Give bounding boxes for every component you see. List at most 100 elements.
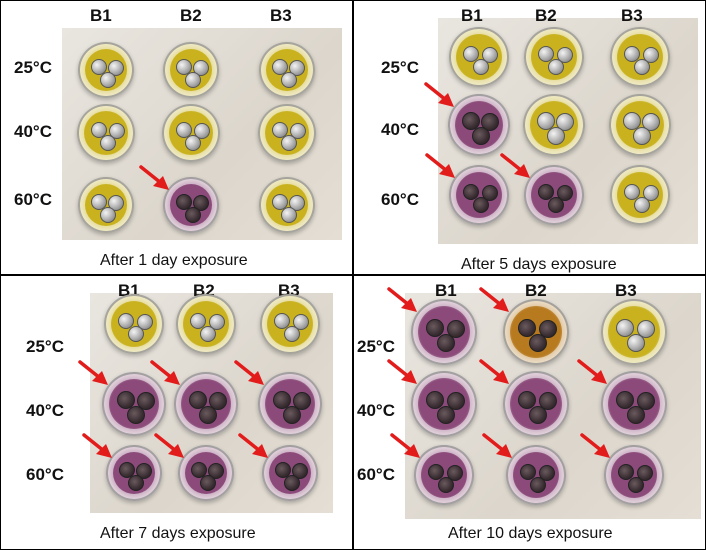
panel-caption: After 1 day exposure [100, 252, 248, 269]
metal-coin [292, 462, 309, 479]
metal-coin [529, 406, 547, 425]
metal-coin [446, 392, 465, 411]
metal-coin [190, 312, 207, 329]
metal-coin [538, 183, 555, 200]
metal-coin [520, 463, 537, 480]
metal-coin [537, 112, 556, 131]
petri-dish-purple [448, 94, 510, 156]
petri-dish-purple [106, 445, 162, 501]
petri-dish-purple [449, 165, 509, 225]
metal-coin [530, 477, 546, 494]
metal-coin [616, 319, 635, 338]
metal-coin [283, 405, 301, 424]
row-label-2: 40°C [381, 120, 419, 139]
metal-coin [482, 46, 498, 63]
metal-coin [472, 126, 490, 145]
metal-coin [538, 392, 557, 411]
metal-coin [473, 197, 489, 214]
red-arrow-icon [500, 153, 530, 178]
metal-coin [127, 405, 145, 424]
petri-dish-purple [411, 299, 477, 365]
red-arrow-icon [82, 433, 112, 458]
metal-coin [624, 183, 641, 200]
row-label-2: 40°C [14, 122, 52, 141]
petri-dish-purple [506, 445, 566, 505]
petri-dish-yellow [77, 104, 135, 162]
metal-coin [281, 135, 297, 152]
metal-coin [208, 392, 227, 411]
metal-coin [100, 135, 116, 152]
metal-coin [208, 462, 225, 479]
metal-coin [281, 206, 297, 223]
metal-coin [108, 59, 125, 76]
metal-coin [281, 71, 297, 88]
red-arrow-icon [387, 287, 417, 312]
metal-coin [128, 474, 144, 491]
petri-dish-purple [503, 371, 569, 437]
petri-dish-yellow [609, 94, 671, 156]
metal-coin [272, 193, 289, 210]
panel-1: B1 B2 B3 25°C 40°C 60°C After 1 day exposure [0, 0, 353, 275]
row-label-1: 25°C [381, 58, 419, 77]
petri-dish-yellow [449, 27, 509, 87]
petri-dish-yellow [524, 27, 584, 87]
petri-dish-yellow [162, 104, 220, 162]
red-arrow-icon [482, 433, 512, 458]
metal-coin [624, 45, 641, 62]
metal-coin [636, 320, 655, 339]
metal-coin [185, 71, 201, 88]
petri-dish-yellow [78, 177, 134, 233]
petri-dish-yellow [523, 94, 585, 156]
row-label-2: 40°C [26, 401, 64, 420]
metal-coin [193, 59, 210, 76]
metal-coin [289, 122, 306, 139]
petri-dish-yellow [104, 294, 164, 354]
metal-coin [627, 406, 645, 425]
petri-dish-yellow [78, 42, 134, 98]
row-label-3: 60°C [357, 465, 395, 484]
metal-coin [199, 405, 217, 424]
metal-coin [209, 313, 225, 330]
metal-coin [119, 461, 136, 478]
metal-coin [463, 45, 480, 62]
red-arrow-icon [154, 433, 184, 458]
metal-coin [547, 126, 565, 145]
metal-coin [539, 464, 555, 481]
metal-coin [437, 334, 455, 353]
metal-coin [557, 184, 573, 201]
metal-coin [426, 319, 445, 338]
petri-dish-purple [174, 372, 238, 436]
row-label-1: 25°C [14, 58, 52, 77]
panel-2: B1 B2 B3 25°C 40°C 60°C After 5 days exposure [353, 0, 706, 275]
petri-dish-purple [163, 177, 219, 233]
metal-coin [556, 113, 575, 132]
red-arrow-icon [479, 359, 509, 384]
metal-coin [426, 391, 445, 410]
petri-dish-purple [524, 165, 584, 225]
petri-dish-orange [503, 299, 569, 365]
column-label-b2: B2 [535, 6, 557, 25]
metal-coin [548, 197, 564, 214]
red-arrow-icon [424, 82, 454, 107]
column-label-b2: B2 [525, 281, 547, 300]
metal-coin [91, 193, 108, 210]
petri-dish-yellow [176, 294, 236, 354]
metal-coin [293, 313, 309, 330]
row-label-3: 60°C [14, 190, 52, 209]
metal-coin [191, 461, 208, 478]
row-label-1: 25°C [357, 337, 395, 356]
petri-dish-yellow [259, 42, 315, 98]
panel-3: B1 B2 B3 25°C 40°C 60°C After 7 days exposure [0, 275, 353, 550]
metal-coin [91, 58, 108, 75]
metal-coin [447, 464, 463, 481]
petri-dish-purple [258, 372, 322, 436]
petri-dish-purple [178, 445, 234, 501]
red-arrow-icon [234, 360, 264, 385]
metal-coin [463, 183, 480, 200]
metal-coin [100, 71, 116, 88]
petri-dish-purple [102, 372, 166, 436]
metal-coin [518, 391, 537, 410]
red-arrow-icon [139, 165, 169, 190]
metal-coin [188, 391, 207, 410]
